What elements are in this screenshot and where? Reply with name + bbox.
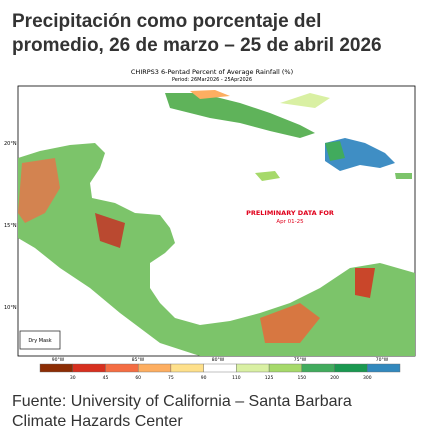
annotation-line: Apr 01-25 <box>276 219 304 225</box>
longitude-label: 75°W <box>294 357 307 363</box>
colorbar-segment <box>72 363 106 373</box>
colorbar-label: 45 <box>103 375 109 381</box>
island <box>165 93 315 138</box>
legend-box <box>19 330 61 350</box>
colorbar-segment <box>170 363 204 373</box>
island <box>325 141 345 161</box>
colorbar: 30 45 60 75 90 110 125 150 200 300 <box>39 363 401 381</box>
land-dry <box>18 158 60 223</box>
longitude-labels: 90°W 85°W 80°W 75°W 70°W <box>52 357 389 363</box>
longitude-label: 90°W <box>52 357 65 363</box>
longitude-label: 70°W <box>376 357 389 363</box>
source-line: Fuente: University of California – Santa… <box>12 393 352 410</box>
colorbar-label: 90 <box>201 375 207 381</box>
land-dry <box>95 213 125 248</box>
latitude-label: 15°N <box>4 223 17 229</box>
title-line: promedio, 26 de marzo – 25 de abril 2026 <box>12 35 382 56</box>
latitude-label: 10°N <box>4 305 17 311</box>
source-line: Climate Hazards Center <box>12 413 183 430</box>
colorbar-label: 300 <box>363 375 372 381</box>
land-dry <box>260 303 320 343</box>
colorbar-label: 30 <box>70 375 76 381</box>
colorbar-segment <box>39 363 73 373</box>
island <box>280 93 330 108</box>
colorbar-segment <box>105 363 139 373</box>
land-dry <box>355 268 375 298</box>
colorbar-segment <box>203 363 237 373</box>
colorbar-label: 110 <box>232 375 241 381</box>
map-figure: CHIRPS3 6-Pentad Percent of Average Rain… <box>0 63 425 385</box>
annotation-line: PRELIMINARY DATA FOR <box>246 209 334 217</box>
colorbar-label: 60 <box>135 375 141 381</box>
colorbar-segment <box>268 363 303 373</box>
colorbar-segment <box>334 363 368 373</box>
island <box>255 171 280 181</box>
latitude-label: 20°N <box>4 141 17 147</box>
land <box>18 143 415 356</box>
longitude-label: 85°W <box>132 357 145 363</box>
colorbar-segment <box>367 363 401 373</box>
colorbar-segment <box>236 363 270 373</box>
island <box>325 138 395 171</box>
colorbar-segment <box>137 363 172 373</box>
colorbar-label: 125 <box>265 375 274 381</box>
source: Fuente: University of California – Santa… <box>12 392 417 432</box>
map-title: CHIRPS3 6-Pentad Percent of Average Rain… <box>131 68 293 76</box>
island-dry <box>190 90 230 99</box>
colorbar-segment <box>301 363 335 373</box>
colorbar-label: 75 <box>168 375 174 381</box>
island <box>395 173 412 179</box>
map-subtitle: Period: 26Mar2026 - 25Apr2026 <box>172 77 252 83</box>
colorbar-label: 200 <box>330 375 339 381</box>
longitude-label: 80°W <box>212 357 225 363</box>
title-line: Precipitación como porcentaje del <box>12 11 322 32</box>
map-frame: PRELIMINARY DATA FOR Apr 01-25 Dry Mask <box>17 85 416 357</box>
title: Precipitación como porcentaje del promed… <box>12 10 417 58</box>
legend-box-label: Dry Mask <box>28 338 51 344</box>
colorbar-label: 150 <box>298 375 307 381</box>
